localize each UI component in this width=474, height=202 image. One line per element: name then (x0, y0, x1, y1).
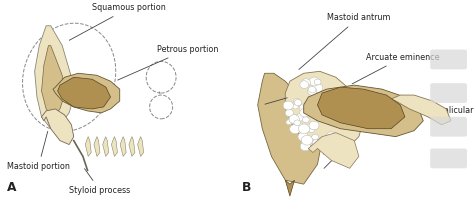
Circle shape (298, 132, 309, 141)
Text: Petrous portion: Petrous portion (118, 45, 218, 80)
Polygon shape (285, 180, 294, 196)
Polygon shape (304, 85, 423, 137)
Text: Styloid process: Styloid process (69, 169, 130, 195)
Text: Mastoid portion: Mastoid portion (7, 131, 70, 171)
Polygon shape (42, 46, 64, 117)
Circle shape (328, 102, 336, 109)
Circle shape (327, 101, 333, 106)
Circle shape (283, 101, 293, 110)
Circle shape (326, 101, 335, 108)
Text: Carotidocanalicular: Carotidocanalicular (396, 106, 474, 115)
Circle shape (303, 108, 314, 117)
Circle shape (294, 120, 301, 126)
Circle shape (300, 108, 310, 117)
Polygon shape (285, 71, 364, 153)
Circle shape (302, 117, 309, 123)
Polygon shape (137, 137, 144, 156)
Circle shape (307, 124, 314, 130)
Circle shape (299, 124, 310, 134)
Polygon shape (42, 109, 74, 145)
Circle shape (312, 101, 321, 109)
Polygon shape (111, 137, 118, 156)
Polygon shape (258, 73, 322, 184)
Polygon shape (308, 133, 359, 168)
Circle shape (313, 84, 323, 92)
Circle shape (294, 100, 301, 106)
Circle shape (329, 108, 336, 113)
Text: Squamous portion: Squamous portion (69, 3, 166, 40)
FancyBboxPatch shape (430, 117, 467, 137)
Circle shape (309, 128, 314, 133)
Circle shape (308, 87, 317, 95)
Circle shape (301, 135, 313, 145)
Circle shape (300, 104, 309, 112)
Polygon shape (103, 137, 109, 156)
Polygon shape (85, 137, 91, 156)
Circle shape (319, 137, 328, 144)
FancyBboxPatch shape (430, 49, 467, 69)
Circle shape (301, 79, 310, 86)
Circle shape (308, 86, 316, 93)
Circle shape (292, 115, 298, 121)
Polygon shape (53, 73, 120, 113)
FancyBboxPatch shape (430, 148, 467, 168)
FancyBboxPatch shape (430, 83, 467, 103)
Circle shape (293, 122, 304, 132)
Text: Arcuate eminence: Arcuate eminence (352, 53, 439, 84)
Circle shape (289, 115, 300, 124)
Circle shape (296, 114, 304, 121)
Circle shape (285, 109, 293, 117)
Circle shape (326, 132, 337, 141)
Circle shape (312, 134, 319, 140)
Text: A: A (7, 181, 17, 194)
Polygon shape (35, 26, 74, 129)
Circle shape (300, 142, 310, 151)
Polygon shape (58, 77, 110, 109)
Circle shape (309, 77, 319, 86)
Circle shape (292, 104, 298, 109)
Circle shape (309, 121, 319, 130)
Polygon shape (129, 137, 135, 156)
Circle shape (300, 81, 309, 88)
Polygon shape (391, 95, 451, 125)
Circle shape (314, 79, 321, 85)
Text: Mastoid antrum: Mastoid antrum (299, 13, 390, 69)
Circle shape (293, 98, 300, 104)
Circle shape (290, 124, 301, 134)
Text: B: B (242, 181, 251, 194)
Circle shape (312, 139, 320, 146)
Polygon shape (318, 87, 405, 129)
Circle shape (309, 96, 316, 102)
Polygon shape (94, 137, 100, 156)
Polygon shape (120, 137, 126, 156)
Circle shape (286, 120, 292, 125)
